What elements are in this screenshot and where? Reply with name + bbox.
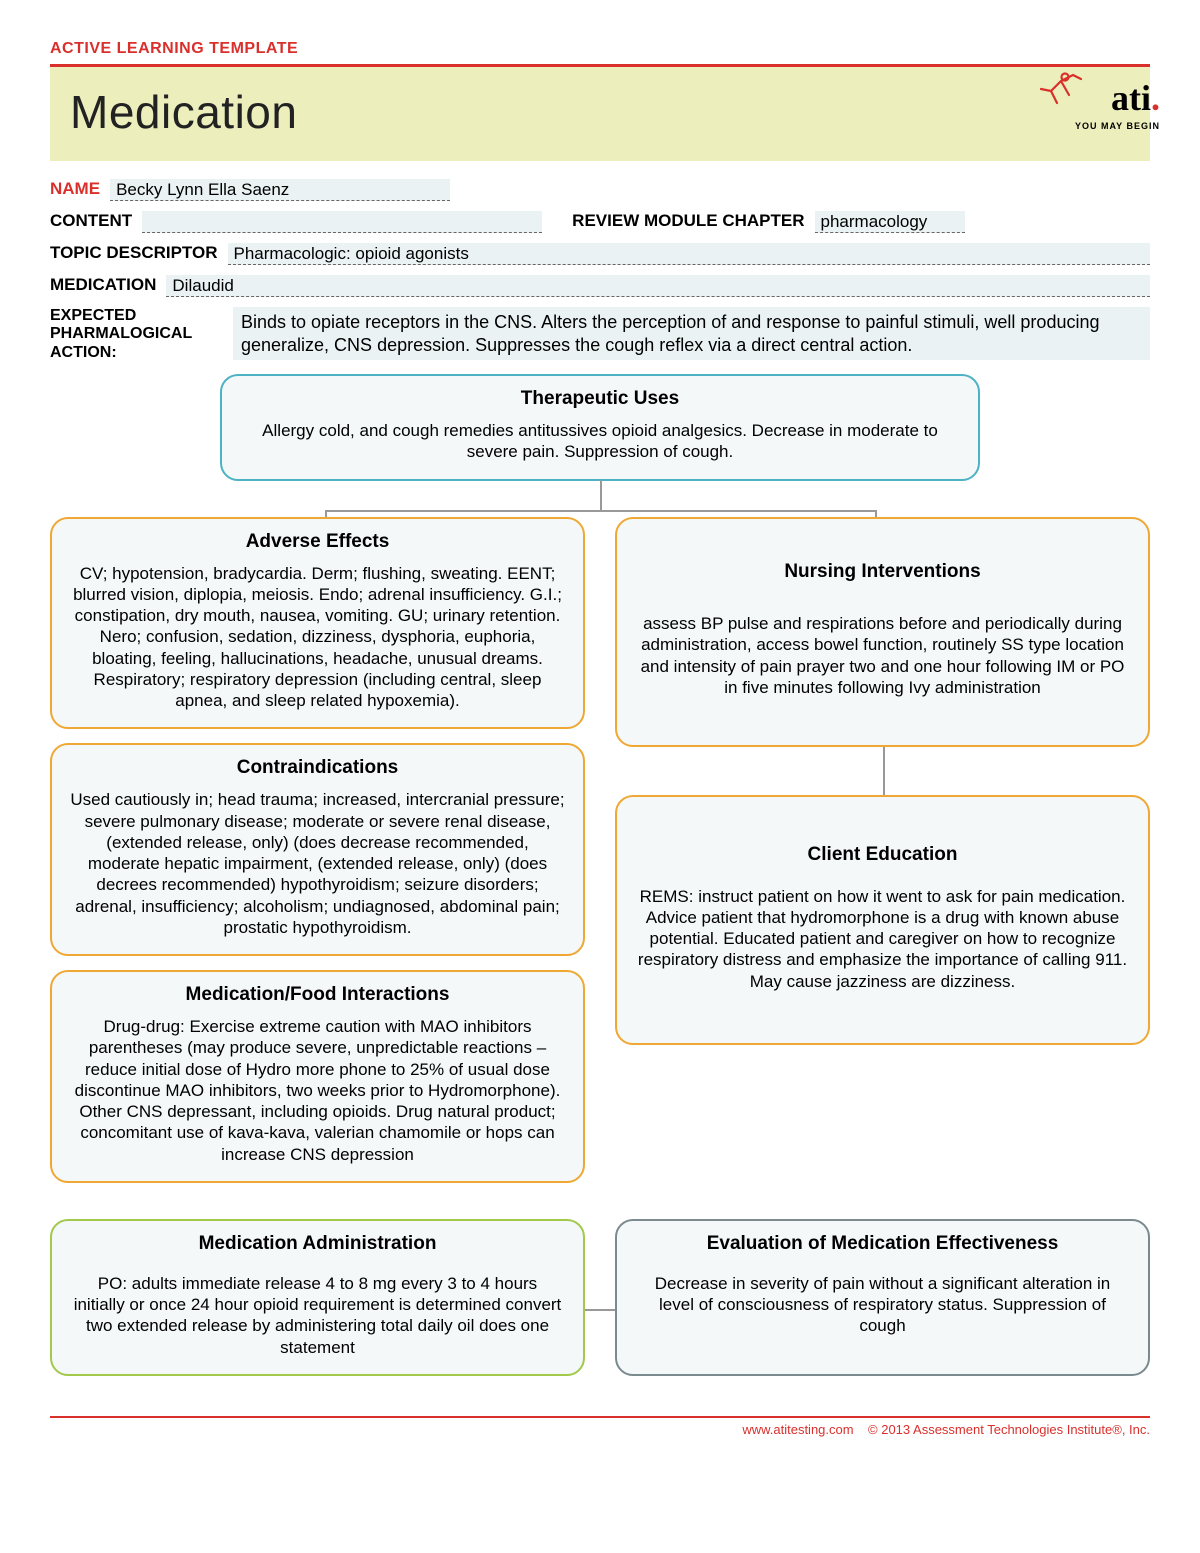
template-label: ACTIVE LEARNING TEMPLATE bbox=[50, 40, 1150, 58]
interactions-title: Medication/Food Interactions bbox=[70, 984, 565, 1006]
nursing-body: assess BP pulse and respirations before … bbox=[635, 613, 1130, 698]
topic-field[interactable]: Pharmacologic: opioid agonists bbox=[228, 243, 1150, 265]
logo-text: ati bbox=[1111, 78, 1151, 118]
review-label: REVIEW MODULE CHAPTER bbox=[572, 211, 804, 231]
eval-body: Decrease in severity of pain without a s… bbox=[635, 1273, 1130, 1337]
footer-rule bbox=[50, 1416, 1150, 1418]
therapeutic-body: Allergy cold, and cough remedies antitus… bbox=[240, 420, 960, 463]
connector bbox=[883, 747, 885, 795]
name-field[interactable]: Becky Lynn Ella Saenz bbox=[110, 179, 450, 201]
logo-dot: . bbox=[1151, 78, 1160, 118]
review-field[interactable]: pharmacology bbox=[815, 211, 965, 233]
medication-label: MEDICATION bbox=[50, 275, 156, 295]
nursing-title: Nursing Interventions bbox=[635, 561, 1130, 583]
adverse-body: CV; hypotension, bradycardia. Derm; flus… bbox=[70, 563, 565, 712]
education-body: REMS: instruct patient on how it went to… bbox=[635, 886, 1130, 992]
action-field[interactable]: Binds to opiate receptors in the CNS. Al… bbox=[233, 307, 1150, 360]
meta-section: NAME Becky Lynn Ella Saenz CONTENT REVIE… bbox=[50, 179, 1150, 362]
education-title: Client Education bbox=[635, 844, 1130, 866]
interactions-box: Medication/Food Interactions Drug-drug: … bbox=[50, 970, 585, 1183]
contraindications-box: Contraindications Used cautiously in; he… bbox=[50, 743, 585, 956]
administration-box: Medication Administration PO: adults imm… bbox=[50, 1219, 585, 1376]
interactions-body: Drug-drug: Exercise extreme caution with… bbox=[70, 1016, 565, 1165]
ati-figure-icon bbox=[1033, 69, 1083, 109]
footer: www.atitesting.com © 2013 Assessment Tec… bbox=[50, 1416, 1150, 1437]
nursing-box: Nursing Interventions assess BP pulse an… bbox=[615, 517, 1150, 747]
logo-tagline: YOU MAY BEGIN bbox=[1075, 121, 1160, 131]
admin-body: PO: adults immediate release 4 to 8 mg e… bbox=[70, 1273, 565, 1358]
page-title: Medication bbox=[70, 85, 297, 139]
contra-title: Contraindications bbox=[70, 757, 565, 779]
adverse-title: Adverse Effects bbox=[70, 531, 565, 553]
diagram: Therapeutic Uses Allergy cold, and cough… bbox=[50, 374, 1150, 1376]
evaluation-box: Evaluation of Medication Effectiveness D… bbox=[615, 1219, 1150, 1376]
admin-title: Medication Administration bbox=[70, 1233, 565, 1255]
connector bbox=[325, 510, 875, 512]
name-label: NAME bbox=[50, 179, 100, 199]
medication-field[interactable]: Dilaudid bbox=[166, 275, 1150, 297]
action-label: EXPECTED PHARMALOGICAL ACTION: bbox=[50, 307, 225, 362]
connector bbox=[585, 1309, 615, 1311]
therapeutic-title: Therapeutic Uses bbox=[240, 388, 960, 410]
content-field[interactable] bbox=[142, 211, 542, 233]
footer-url: www.atitesting.com bbox=[742, 1422, 853, 1437]
logo: ati. YOU MAY BEGIN bbox=[1075, 77, 1160, 131]
education-box: Client Education REMS: instruct patient … bbox=[615, 795, 1150, 1045]
connector bbox=[600, 480, 602, 510]
title-bar: Medication ati. YOU MAY BEGIN bbox=[50, 67, 1150, 161]
adverse-effects-box: Adverse Effects CV; hypotension, bradyca… bbox=[50, 517, 585, 730]
footer-copyright: © 2013 Assessment Technologies Institute… bbox=[868, 1422, 1150, 1437]
topic-label: TOPIC DESCRIPTOR bbox=[50, 243, 218, 263]
therapeutic-uses-box: Therapeutic Uses Allergy cold, and cough… bbox=[220, 374, 980, 481]
contra-body: Used cautiously in; head trauma; increas… bbox=[70, 789, 565, 938]
content-label: CONTENT bbox=[50, 211, 132, 231]
eval-title: Evaluation of Medication Effectiveness bbox=[635, 1233, 1130, 1255]
